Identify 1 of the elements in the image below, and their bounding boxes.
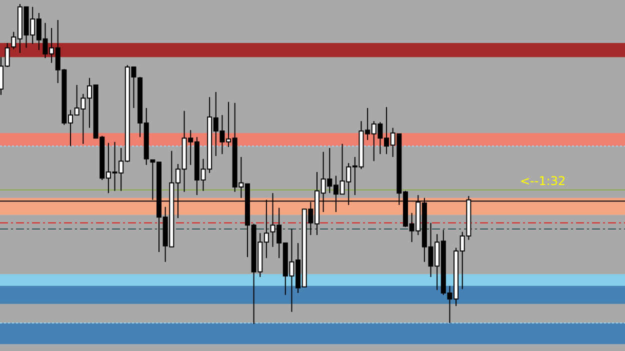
text: <--1:32 xyxy=(520,174,566,188)
